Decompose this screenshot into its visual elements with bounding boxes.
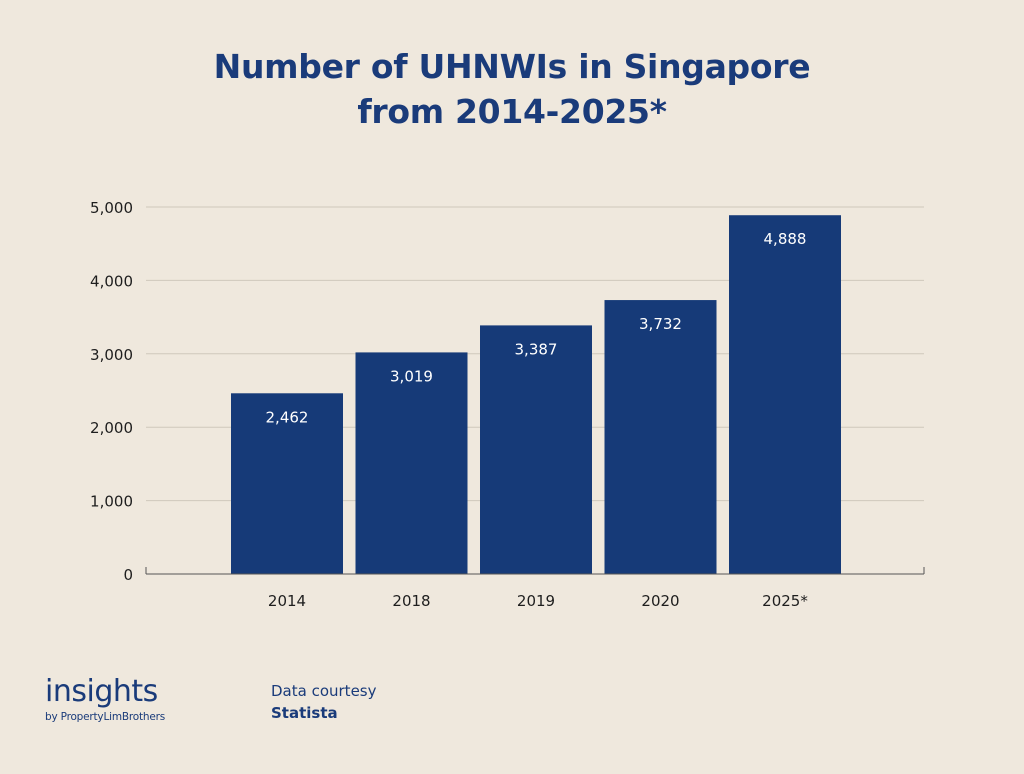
bar: [729, 215, 841, 574]
bar: [355, 352, 468, 574]
x-tick-label: 2014: [268, 592, 306, 610]
y-tick-label: 2,000: [90, 419, 133, 437]
chart-title: Number of UHNWIs in Singapore from 2014-…: [0, 44, 1024, 134]
x-tick-label: 2018: [392, 592, 430, 610]
bar-value-label: 2,462: [266, 408, 309, 426]
y-tick-label: 4,000: [90, 272, 133, 290]
brand-name: insights: [45, 674, 158, 709]
x-tick-label: 2025*: [762, 592, 808, 610]
brand-byline: by PropertyLimBrothers: [45, 711, 165, 723]
bar-value-label: 3,387: [515, 340, 558, 358]
y-tick-label: 5,000: [90, 199, 133, 217]
x-tick-label: 2020: [641, 592, 679, 610]
bar-value-label: 3,732: [639, 315, 682, 333]
bar-value-labels: 2,462 3,019 3,387 3,732 4,888: [266, 230, 807, 426]
brand-logo: insights by PropertyLimBrothers: [45, 676, 165, 724]
chart-title-line-1: Number of UHNWIs in Singapore: [213, 47, 811, 86]
bar-value-label: 4,888: [764, 230, 807, 248]
y-axis-tick-labels: 0 1,000 2,000 3,000 4,000 5,000: [90, 199, 133, 584]
bars: [231, 215, 841, 574]
x-axis: [145, 567, 925, 575]
bar: [604, 300, 717, 574]
chart-title-line-2: from 2014-2025*: [357, 92, 667, 131]
credit-label: Data courtesy: [271, 682, 377, 700]
y-tick-label: 3,000: [90, 346, 133, 364]
y-tick-label: 1,000: [90, 493, 133, 511]
credit-source: Statista: [271, 704, 338, 722]
x-axis-tick-labels: 2014 2018 2019 2020 2025*: [268, 592, 808, 610]
x-tick-label: 2019: [517, 592, 555, 610]
bar: [231, 393, 343, 574]
data-credit: Data courtesy Statista: [271, 681, 376, 723]
y-tick-label: 0: [123, 566, 133, 584]
bar-value-label: 3,019: [390, 367, 433, 385]
bar: [480, 325, 592, 574]
